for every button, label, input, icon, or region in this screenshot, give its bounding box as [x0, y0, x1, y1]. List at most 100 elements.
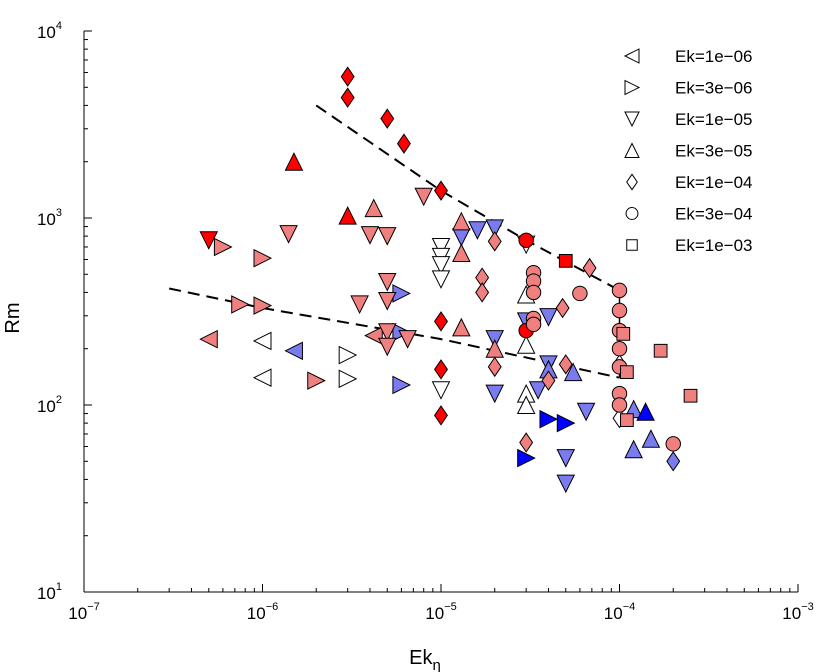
data-point-tri-down: [468, 221, 487, 240]
data-point-diamond: [340, 87, 355, 108]
data-point-tri-up: [452, 211, 471, 231]
data-point-tri-down: [431, 237, 451, 257]
data-point-tri-left: [364, 326, 383, 345]
legend-marker-square: [626, 239, 638, 251]
data-point-tri-down: [485, 219, 505, 239]
data-point-tri-up: [338, 205, 357, 225]
data-point-diamond: [380, 108, 395, 129]
data-point-tri-down: [377, 291, 397, 311]
data-point-tri-left: [252, 331, 272, 351]
data-point-circle: [525, 316, 542, 333]
y-tick-label: 101: [37, 581, 62, 603]
x-tick-label: 10−7: [68, 601, 99, 623]
data-point-square: [653, 343, 668, 358]
data-point-diamond: [434, 311, 448, 332]
y-tick-exponent: 1: [56, 581, 62, 593]
data-point-diamond: [434, 359, 448, 380]
data-point-tri-right: [253, 248, 273, 268]
data-point-tri-right: [392, 375, 412, 395]
x-axis-label-subscript: η: [433, 657, 441, 672]
x-tick-exponent: −7: [87, 601, 100, 613]
data-point-tri-down: [279, 225, 298, 244]
data-point-tri-right: [556, 413, 576, 433]
legend-label: Ek=1e−04: [675, 173, 753, 192]
upper-fit-line: [315, 104, 620, 292]
data-point-circle: [665, 436, 681, 452]
data-point-tri-down: [414, 187, 434, 207]
data-points: [199, 66, 698, 494]
legend-label: Ek=1e−05: [675, 110, 753, 129]
data-point-tri-up: [284, 152, 304, 171]
data-point-tri-down: [431, 381, 451, 400]
x-tick-exponent: −6: [266, 601, 279, 613]
data-point-circle: [611, 302, 628, 319]
data-point-diamond: [666, 451, 681, 472]
data-point-diamond: [487, 231, 502, 252]
data-point-tri-down: [556, 449, 576, 468]
data-point-tri-down: [528, 381, 548, 400]
data-point-tri-right: [307, 371, 326, 390]
x-tick-label: 10−6: [247, 601, 278, 623]
data-point-diamond: [396, 133, 411, 154]
legend: Ek=1e−06 Ek=3e−06 Ek=1e−05 Ek=3e−05 Ek=1e−04…: [623, 47, 753, 255]
data-point-tri-right: [338, 369, 358, 389]
x-tick-exponent: −3: [801, 601, 814, 613]
lower-fit-line: [168, 287, 620, 379]
data-point-tri-down: [556, 474, 576, 494]
data-point-diamond: [487, 356, 502, 378]
data-point-tri-right: [231, 295, 250, 314]
data-point-tri-down: [576, 402, 596, 422]
data-point-tri-up: [636, 402, 655, 421]
legend-label: Ek=1e−03: [675, 236, 753, 255]
legend-marker-tri-right: [624, 79, 641, 96]
y-tick-label: 102: [37, 394, 62, 416]
x-axis-label-main: Ek: [409, 647, 433, 669]
data-point-diamond: [340, 66, 355, 87]
legend-marker-tri-up: [624, 142, 640, 158]
data-point-tri-right: [213, 237, 233, 257]
data-point-diamond: [519, 432, 534, 453]
data-point-tri-up: [516, 395, 536, 414]
data-point-square: [683, 388, 698, 403]
legend-label: Ek=3e−06: [675, 79, 753, 98]
data-point-diamond: [475, 282, 490, 303]
y-tick-exponent: 3: [56, 207, 62, 219]
data-point-tri-right: [539, 409, 559, 429]
data-point-diamond: [558, 354, 573, 375]
data-point-tri-down: [377, 227, 397, 246]
y-tick-label: 103: [37, 207, 62, 229]
data-point-tri-up: [452, 243, 471, 262]
data-point-square: [620, 413, 634, 428]
data-point-circle: [611, 282, 628, 299]
y-tick-base: 10: [37, 584, 56, 603]
data-point-tri-down: [485, 384, 505, 404]
data-point-tri-down: [431, 256, 451, 275]
data-point-circle: [611, 397, 628, 413]
x-tick-label: 10−5: [425, 601, 456, 623]
x-tick-base: 10: [782, 604, 801, 623]
x-axis-label: Ekη: [409, 647, 441, 672]
data-point-diamond: [582, 257, 597, 279]
data-point-tri-down: [360, 226, 380, 245]
x-tick-base: 10: [425, 604, 444, 623]
data-point-diamond: [434, 405, 448, 426]
y-axis-label: Rm: [2, 302, 24, 333]
data-point-tri-down: [539, 308, 558, 327]
data-point-tri-left: [252, 368, 272, 387]
y-tick-base: 10: [37, 23, 56, 42]
data-point-circle: [611, 340, 628, 357]
data-point-tri-up: [452, 317, 471, 337]
data-point-tri-down: [199, 231, 219, 250]
data-point-tri-left: [284, 341, 303, 361]
x-tick-base: 10: [68, 604, 87, 623]
data-point-tri-right: [517, 448, 536, 468]
data-point-diamond: [541, 370, 556, 391]
data-point-circle: [572, 285, 588, 302]
y-tick-exponent: 4: [56, 20, 62, 32]
legend-label: Ek=3e−05: [675, 142, 753, 161]
x-tick-label: 10−3: [782, 601, 813, 623]
data-point-tri-down: [377, 337, 397, 357]
data-point-tri-right: [253, 296, 273, 315]
data-point-tri-up: [624, 439, 643, 459]
